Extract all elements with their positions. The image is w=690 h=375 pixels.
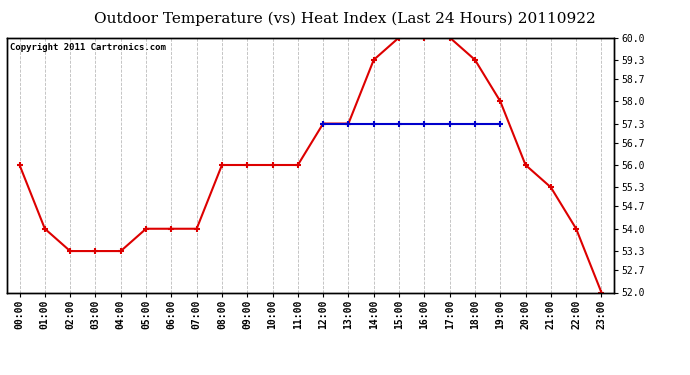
Text: Outdoor Temperature (vs) Heat Index (Last 24 Hours) 20110922: Outdoor Temperature (vs) Heat Index (Las… xyxy=(94,11,596,26)
Text: Copyright 2011 Cartronics.com: Copyright 2011 Cartronics.com xyxy=(10,43,166,52)
